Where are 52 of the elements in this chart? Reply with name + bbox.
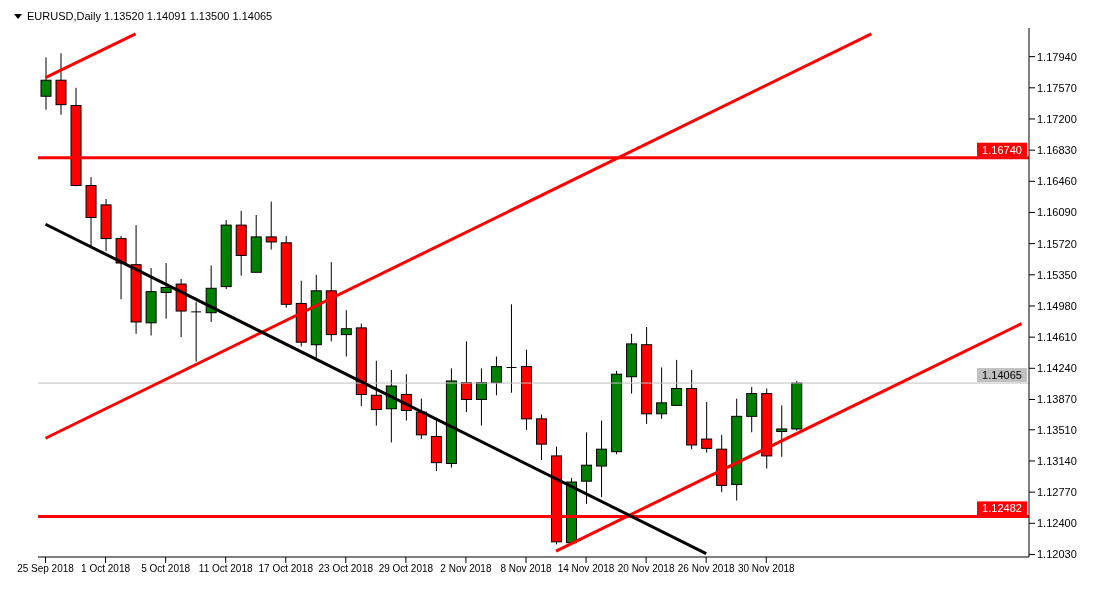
candlestick <box>40 56 52 111</box>
x-tick-label: 20 Nov 2018 <box>617 563 675 575</box>
x-tick-label: 11 Oct 2018 <box>198 563 253 575</box>
x-tick-label: 23 Oct 2018 <box>318 563 374 575</box>
candlestick <box>671 359 683 406</box>
candlestick <box>475 367 487 427</box>
y-tick-label: 1.16460 <box>1037 175 1077 188</box>
candlestick <box>746 386 758 433</box>
x-tick-label: 14 Nov 2018 <box>557 563 615 575</box>
ref-line-label: 1.16740 <box>982 143 1022 156</box>
x-tick-label: 26 Nov 2018 <box>677 563 735 575</box>
y-tick-label: 1.13510 <box>1037 423 1077 436</box>
candlestick <box>460 340 472 413</box>
y-tick-label: 1.16830 <box>1037 144 1077 157</box>
candlestick <box>581 431 593 505</box>
candlestick <box>415 398 427 440</box>
y-tick-label: 1.12030 <box>1037 548 1077 561</box>
candlestick <box>596 420 608 498</box>
x-tick-label: 17 Oct 2018 <box>258 563 314 575</box>
y-tick-label: 1.17200 <box>1037 112 1077 125</box>
candlestick <box>656 366 668 420</box>
y-tick-label: 1.15720 <box>1037 237 1077 250</box>
candlestick <box>701 401 713 454</box>
x-tick-label: 25 Sep 2018 <box>17 563 75 575</box>
y-tick-label: 1.13140 <box>1037 454 1077 467</box>
ref-line-label: 1.14065 <box>982 369 1022 382</box>
y-tick-label: 1.12770 <box>1037 486 1077 499</box>
y-tick-label: 1.15350 <box>1037 268 1077 281</box>
x-tick-label: 8 Nov 2018 <box>500 563 552 575</box>
candlestick <box>505 303 517 394</box>
y-tick-label: 1.14610 <box>1037 331 1077 344</box>
x-tick-label: 2 Nov 2018 <box>440 563 492 575</box>
candlestick <box>160 262 172 320</box>
candlestick <box>490 356 502 396</box>
candlestick <box>265 201 277 251</box>
ref-line-label: 1.12482 <box>982 502 1022 515</box>
y-tick-label: 1.13870 <box>1037 393 1077 406</box>
y-tick-label: 1.12400 <box>1037 517 1077 530</box>
candlestick <box>340 309 352 358</box>
candlestick <box>190 301 202 363</box>
y-tick-label: 1.17940 <box>1037 50 1077 63</box>
y-tick-label: 1.17570 <box>1037 81 1077 94</box>
y-tick-label: 1.14240 <box>1037 362 1077 375</box>
x-tick-label: 5 Oct 2018 <box>141 563 191 575</box>
x-tick-label: 30 Nov 2018 <box>737 563 796 575</box>
x-tick-label: 1 Oct 2018 <box>81 563 131 575</box>
x-tick-label: 29 Oct 2018 <box>378 563 434 575</box>
chart-title: EURUSD,Daily 1.13520 1.14091 1.13500 1.14065 <box>27 10 273 22</box>
y-tick-label: 1.16090 <box>1037 206 1077 219</box>
y-tick-label: 1.14980 <box>1037 299 1077 312</box>
candlestick <box>370 360 382 427</box>
candlestick <box>776 404 788 458</box>
